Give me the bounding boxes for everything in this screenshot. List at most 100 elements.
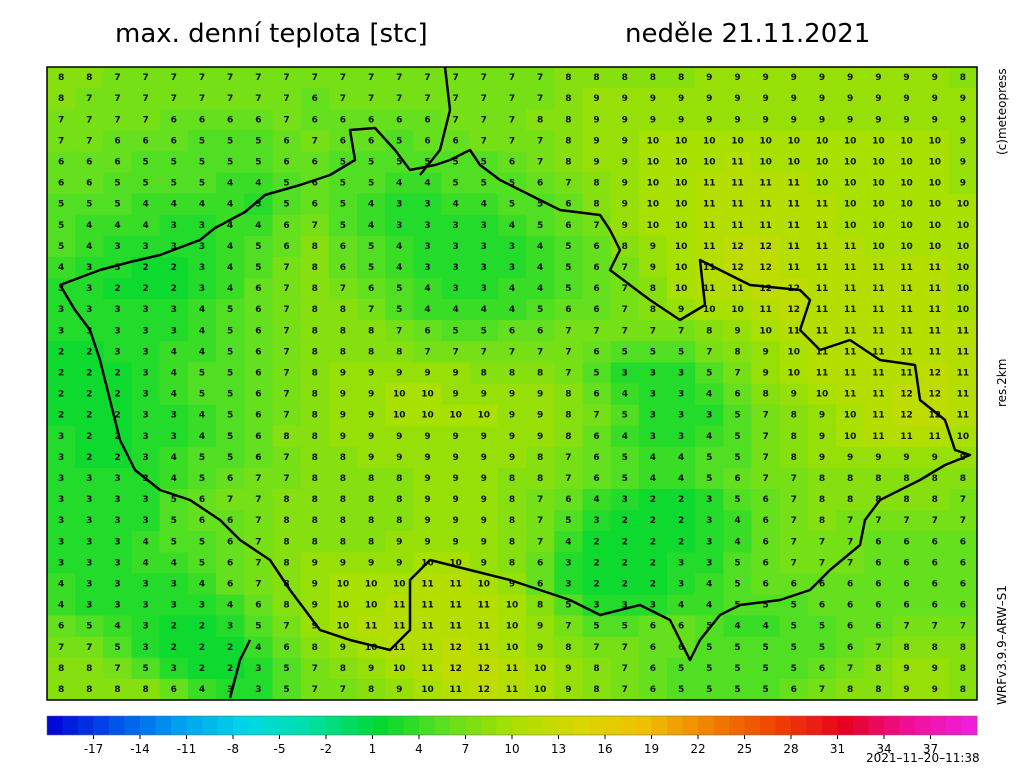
grid-cell (47, 256, 76, 279)
cell-value: 9 (368, 368, 374, 378)
run-time: 2021–11–20–11:38 (866, 751, 980, 765)
cell-value: 9 (819, 453, 825, 463)
grid-cell (948, 193, 978, 216)
grid-cell (779, 510, 809, 532)
colorbar-segment (388, 716, 404, 735)
cell-value: 11 (759, 179, 772, 189)
grid-cell (751, 552, 781, 574)
cell-value: 3 (706, 495, 712, 505)
cell-value: 5 (255, 157, 261, 167)
cell-value: 3 (509, 263, 515, 273)
grid-cell (300, 678, 330, 701)
cell-value: 3 (143, 305, 149, 315)
cell-value: 9 (678, 305, 684, 315)
cell-value: 7 (114, 73, 120, 83)
grid-cell (667, 636, 696, 659)
grid-cell (413, 235, 443, 258)
grid-cell (610, 67, 640, 89)
cell-value: 7 (283, 326, 289, 336)
colorbar-segment (682, 716, 699, 735)
grid-cell (187, 657, 217, 680)
colorbar-segment (310, 716, 327, 735)
cell-value: 10 (759, 136, 772, 146)
colorbar-label: 13 (551, 742, 566, 756)
cell-value: 5 (763, 685, 769, 695)
cell-value: 6 (593, 263, 599, 273)
grid-cell (216, 256, 245, 279)
grid-cell (469, 193, 499, 216)
grid-cell (357, 678, 386, 701)
grid-cell (75, 278, 104, 300)
cell-value: 3 (171, 305, 177, 315)
cell-value: 5 (678, 664, 684, 674)
cell-value: 6 (312, 179, 318, 189)
grid-cell (103, 214, 133, 237)
cell-value: 4 (622, 432, 628, 442)
grid-cell (47, 573, 76, 595)
grid-cell (526, 172, 555, 195)
grid-cell (723, 193, 753, 216)
grid-cell (807, 256, 837, 279)
cell-value: 9 (340, 368, 346, 378)
grid-cell (582, 467, 612, 490)
cell-value: 7 (424, 73, 430, 83)
grid-cell (892, 573, 922, 595)
grid-cell (272, 109, 302, 131)
grid-cell (695, 235, 724, 258)
grid-cell (920, 88, 950, 110)
grid-cell (864, 657, 893, 680)
cell-value: 5 (706, 474, 712, 484)
cell-value: 9 (650, 94, 656, 104)
cell-value: 5 (791, 622, 797, 632)
grid-cell (610, 193, 640, 216)
cell-value: 2 (143, 263, 149, 273)
cell-value: 9 (565, 685, 571, 695)
grid-cell (610, 531, 640, 553)
grid-cell (441, 67, 471, 89)
grid-cell (638, 299, 668, 321)
cell-value: 7 (932, 622, 938, 632)
grid-cell (695, 489, 724, 511)
cell-value: 5 (199, 453, 205, 463)
grid-cell (103, 404, 133, 427)
cell-value: 7 (283, 390, 289, 400)
cell-value: 5 (678, 685, 684, 695)
cell-value: 7 (763, 474, 769, 484)
grid-cell (864, 404, 893, 427)
cell-value: 11 (872, 432, 885, 442)
grid-cell (469, 362, 499, 384)
grid-cell (948, 573, 978, 595)
cell-value: 6 (875, 622, 881, 632)
grid-cell (892, 489, 922, 511)
grid-cell (413, 383, 443, 406)
grid-cell (582, 341, 612, 363)
grid-cell (441, 341, 471, 363)
grid-cell (723, 362, 753, 384)
cell-value: 6 (960, 537, 966, 547)
grid-cell (807, 510, 837, 532)
grid-cell (864, 172, 893, 195)
grid-cell (582, 278, 612, 300)
cell-value: 3 (58, 558, 64, 568)
cell-value: 5 (819, 622, 825, 632)
grid-cell (187, 383, 217, 406)
grid-cell (216, 67, 245, 89)
cell-value: 3 (114, 537, 120, 547)
grid-cell (948, 172, 978, 195)
grid-cell (328, 214, 358, 237)
cell-value: 7 (340, 685, 346, 695)
grid-cell (131, 594, 161, 617)
cell-value: 4 (368, 200, 374, 210)
cell-value: 9 (903, 94, 909, 104)
cell-value: 7 (537, 73, 543, 83)
cell-value: 10 (816, 136, 829, 146)
cell-value: 2 (58, 368, 64, 378)
grid-cell (413, 678, 443, 701)
grid-cell (75, 130, 104, 152)
grid-cell (948, 552, 978, 574)
cell-value: 3 (171, 601, 177, 611)
cell-value: 6 (255, 326, 261, 336)
cell-value: 9 (481, 453, 487, 463)
cell-value: 8 (960, 474, 966, 484)
grid-cell (328, 510, 358, 532)
